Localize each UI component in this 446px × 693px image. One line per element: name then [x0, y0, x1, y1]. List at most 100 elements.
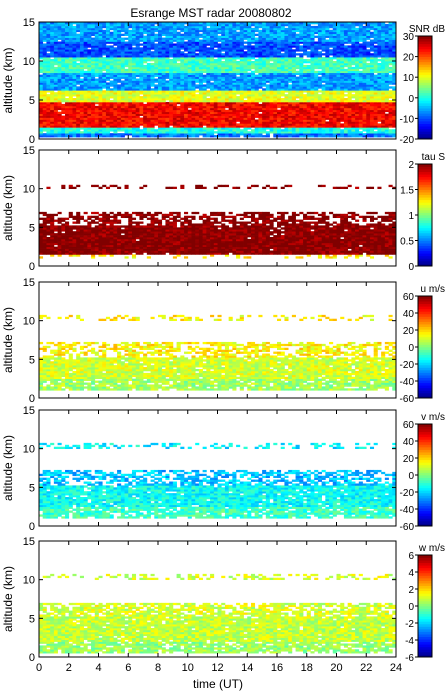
heatmap-cell — [191, 64, 196, 68]
heatmap-cell — [117, 127, 122, 130]
heatmap-cell — [124, 68, 129, 72]
heatmap-cell — [388, 117, 393, 120]
heatmap-cell — [351, 100, 356, 103]
heatmap-cell — [79, 92, 84, 95]
heatmap-cell — [303, 64, 308, 68]
heatmap-cell — [232, 90, 237, 93]
heatmap-cell — [217, 74, 222, 77]
heatmap-cell — [61, 61, 66, 64]
heatmap-cell — [180, 74, 185, 77]
heatmap-cell — [94, 70, 99, 74]
heatmap-cell — [217, 125, 222, 128]
heatmap-cell — [217, 88, 222, 91]
heatmap-cell — [239, 107, 244, 111]
heatmap-cell — [124, 59, 129, 62]
heatmap-cell — [388, 76, 393, 79]
heatmap-cell — [332, 117, 337, 120]
heatmap-cell — [277, 121, 282, 124]
heatmap-cell — [143, 115, 148, 118]
heatmap-cell — [91, 131, 96, 134]
heatmap-cell — [247, 115, 252, 118]
heatmap-cell — [46, 74, 51, 77]
heatmap-cell — [347, 57, 352, 60]
heatmap-cell — [117, 76, 122, 79]
heatmap-cell — [336, 131, 341, 134]
heatmap-cell — [243, 94, 248, 97]
heatmap-cell — [221, 61, 226, 64]
heatmap-cell — [347, 111, 352, 114]
heatmap-cell — [50, 78, 55, 81]
heatmap-cell — [184, 64, 189, 68]
heatmap-cell — [288, 90, 293, 93]
heatmap-cell — [269, 98, 274, 101]
heatmap-cell — [146, 92, 151, 95]
heatmap-cell — [176, 86, 181, 89]
heatmap-cell — [321, 64, 326, 68]
heatmap-cell — [269, 92, 274, 95]
heatmap-cell — [358, 62, 363, 66]
heatmap-cell — [258, 133, 263, 136]
heatmap-cell — [53, 119, 58, 122]
heatmap-cell — [377, 74, 382, 77]
heatmap-cell — [94, 101, 99, 105]
heatmap-cell — [288, 84, 293, 87]
heatmap-cell — [329, 49, 334, 52]
heatmap-cell — [336, 109, 341, 113]
heatmap-cell — [187, 111, 192, 114]
heatmap-cell — [113, 62, 118, 66]
heatmap-cell — [50, 98, 55, 101]
heatmap-cell — [321, 92, 326, 95]
heatmap-cell — [247, 90, 252, 93]
heatmap-cell — [277, 111, 282, 114]
heatmap-cell — [206, 59, 211, 62]
heatmap-cell — [120, 62, 125, 66]
heatmap-cell — [120, 57, 125, 60]
heatmap-cell — [243, 119, 248, 122]
heatmap-cell — [53, 62, 58, 66]
heatmap-cell — [57, 62, 62, 66]
heatmap-cell — [332, 133, 337, 136]
heatmap-cell — [83, 55, 88, 58]
heatmap-cell — [351, 76, 356, 79]
heatmap-cell — [117, 68, 122, 72]
heatmap-cell — [187, 72, 192, 75]
heatmap-cell — [109, 125, 114, 128]
heatmap-cell — [83, 123, 88, 126]
heatmap-cell — [195, 111, 200, 114]
heatmap-cell — [94, 62, 99, 66]
heatmap-cell — [221, 70, 226, 74]
heatmap-cell — [68, 59, 73, 62]
heatmap-cell — [284, 111, 289, 114]
heatmap-cell — [321, 135, 326, 138]
heatmap-cell — [314, 98, 319, 101]
heatmap-cell — [381, 105, 386, 109]
heatmap-cell — [76, 105, 81, 109]
heatmap-cell — [105, 135, 111, 138]
heatmap-cell — [373, 121, 378, 124]
heatmap-cell — [146, 100, 151, 103]
heatmap-cell — [83, 61, 88, 64]
heatmap-cell — [373, 61, 378, 64]
heatmap-cell — [247, 80, 252, 83]
heatmap-cell — [39, 64, 44, 68]
heatmap-cell — [247, 119, 252, 122]
heatmap-cell — [139, 133, 144, 136]
heatmap-cell — [39, 121, 44, 124]
heatmap-cell — [150, 68, 155, 72]
heatmap-cell — [299, 88, 304, 91]
heatmap-cell — [388, 82, 393, 85]
heatmap-cell — [325, 123, 330, 126]
heatmap-cell — [120, 123, 125, 126]
heatmap-cell — [303, 59, 308, 62]
heatmap-cell — [243, 80, 248, 83]
heatmap-cell — [102, 74, 107, 77]
heatmap-cell — [247, 64, 252, 68]
heatmap-cell — [369, 129, 375, 132]
heatmap-cell — [98, 117, 103, 120]
heatmap-cell — [195, 57, 200, 60]
heatmap-cell — [291, 66, 296, 70]
heatmap-cell — [355, 107, 360, 111]
heatmap-cell — [310, 111, 315, 114]
heatmap-cell — [303, 82, 308, 85]
heatmap-cell — [102, 109, 107, 113]
